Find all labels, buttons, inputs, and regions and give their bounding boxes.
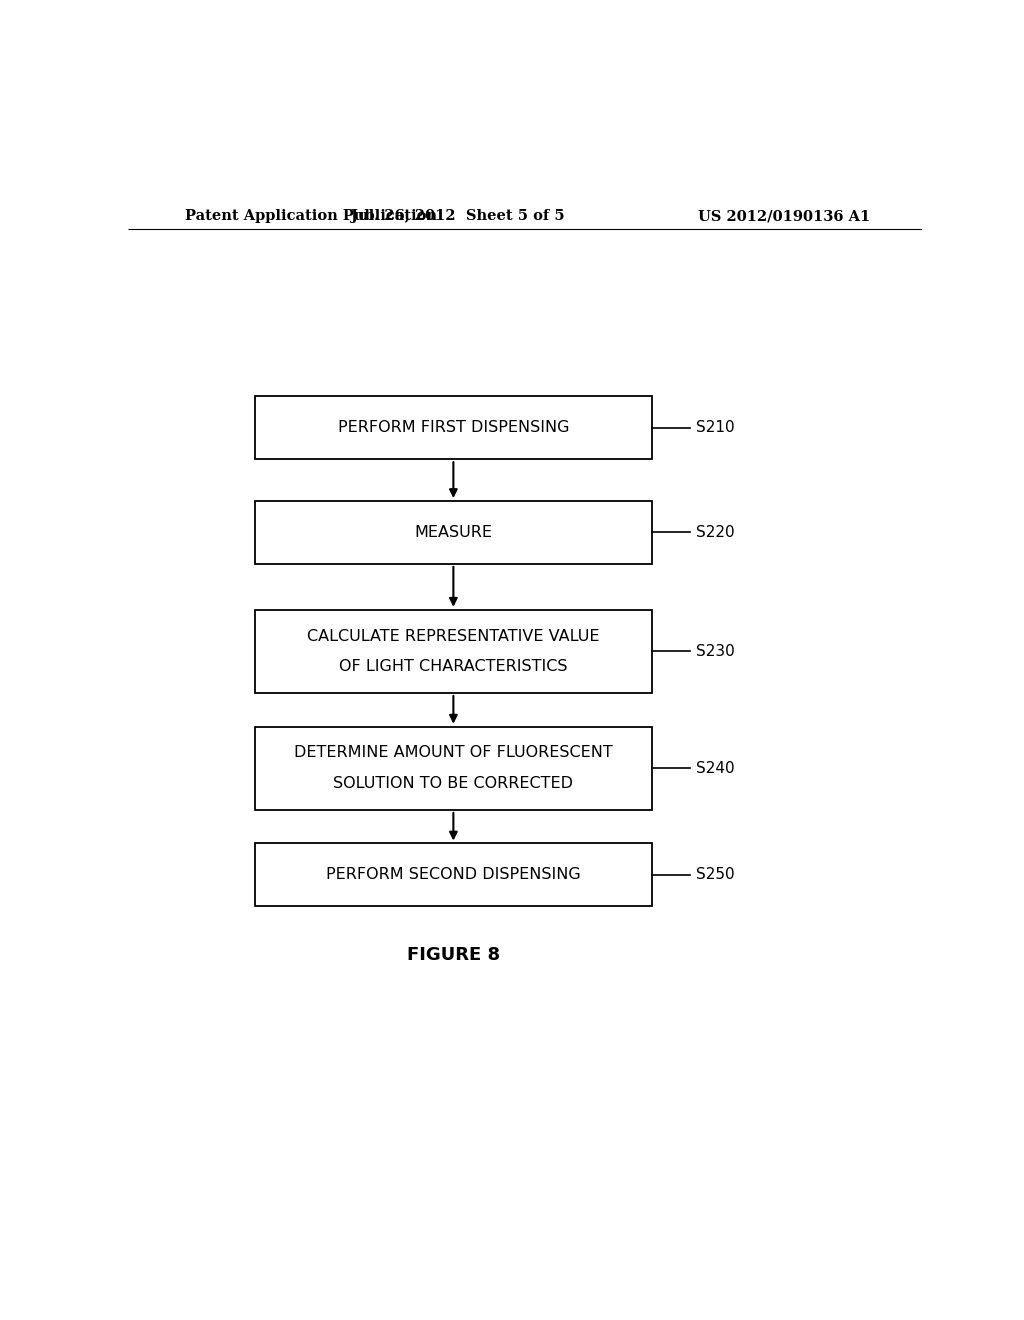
FancyBboxPatch shape (255, 396, 651, 459)
Text: S250: S250 (696, 867, 735, 883)
Text: S240: S240 (696, 760, 735, 776)
Text: MEASURE: MEASURE (415, 525, 493, 540)
Text: DETERMINE AMOUNT OF FLUORESCENT: DETERMINE AMOUNT OF FLUORESCENT (294, 746, 612, 760)
Text: S230: S230 (696, 644, 735, 659)
FancyBboxPatch shape (255, 610, 651, 693)
Text: PERFORM FIRST DISPENSING: PERFORM FIRST DISPENSING (338, 420, 569, 436)
Text: FIGURE 8: FIGURE 8 (407, 946, 500, 964)
Text: S210: S210 (696, 420, 735, 436)
Text: US 2012/0190136 A1: US 2012/0190136 A1 (697, 210, 870, 223)
Text: S220: S220 (696, 525, 735, 540)
Text: Jul. 26, 2012  Sheet 5 of 5: Jul. 26, 2012 Sheet 5 of 5 (350, 210, 564, 223)
Text: OF LIGHT CHARACTERISTICS: OF LIGHT CHARACTERISTICS (339, 659, 567, 675)
Text: PERFORM SECOND DISPENSING: PERFORM SECOND DISPENSING (326, 867, 581, 883)
FancyBboxPatch shape (255, 843, 651, 907)
Text: SOLUTION TO BE CORRECTED: SOLUTION TO BE CORRECTED (334, 776, 573, 791)
Text: CALCULATE REPRESENTATIVE VALUE: CALCULATE REPRESENTATIVE VALUE (307, 628, 600, 644)
FancyBboxPatch shape (255, 726, 651, 810)
Text: Patent Application Publication: Patent Application Publication (185, 210, 437, 223)
FancyBboxPatch shape (255, 500, 651, 564)
